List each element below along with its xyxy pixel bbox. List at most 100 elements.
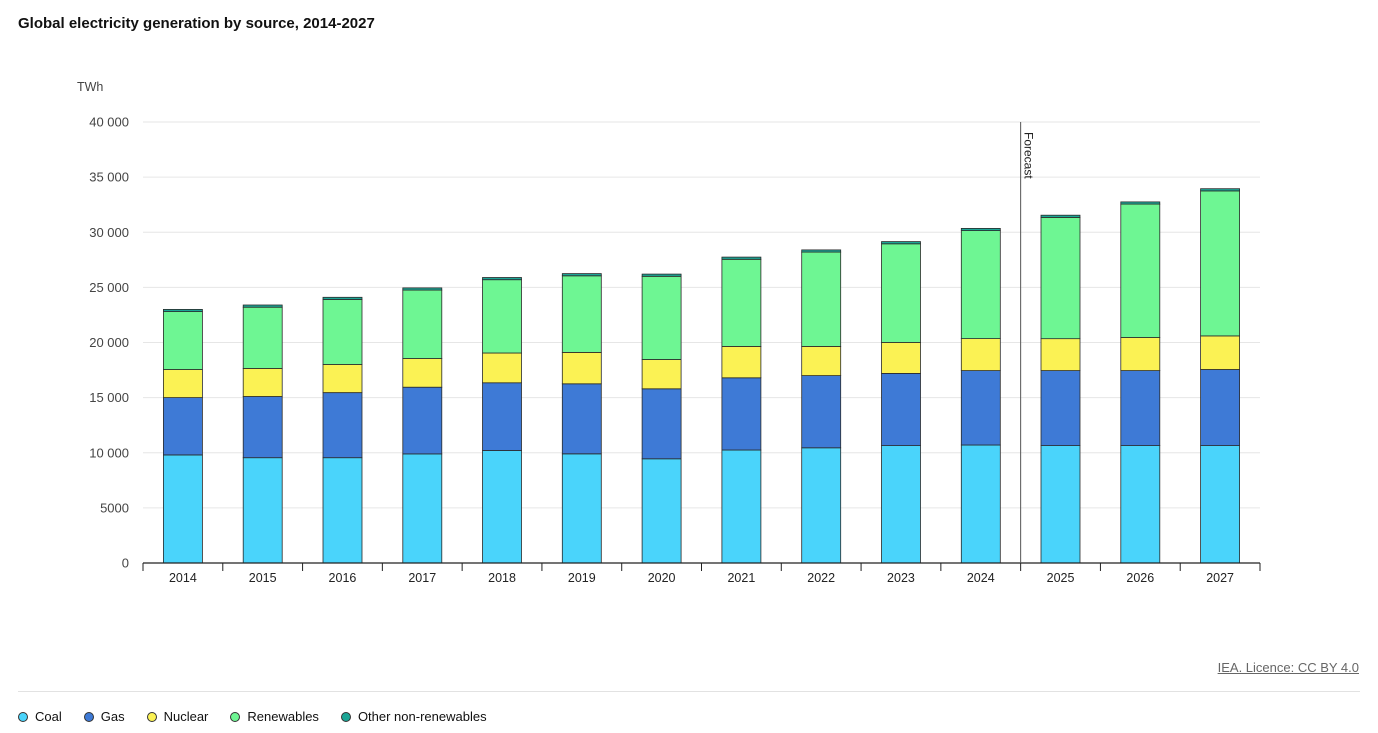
bar-group-2026 bbox=[1120, 201, 1161, 564]
bar-other-non-renewables-2015[interactable] bbox=[242, 304, 283, 308]
legend-label: Gas bbox=[100, 709, 125, 724]
y-tick-label: 5000 bbox=[100, 500, 129, 515]
bar-other-non-renewables-2017[interactable] bbox=[402, 287, 443, 291]
bar-nuclear-2025[interactable] bbox=[1040, 338, 1081, 372]
x-tick-label: 2016 bbox=[329, 571, 357, 585]
bar-gas-2023[interactable] bbox=[881, 372, 921, 446]
y-tick-label: 0 bbox=[122, 556, 129, 571]
bar-other-non-renewables-2016[interactable] bbox=[322, 296, 363, 300]
bar-group-2024 bbox=[960, 227, 1001, 564]
bar-coal-2019[interactable] bbox=[561, 453, 602, 564]
bar-coal-2015[interactable] bbox=[242, 457, 283, 564]
bar-gas-2027[interactable] bbox=[1200, 369, 1240, 446]
bar-nuclear-2022[interactable] bbox=[801, 345, 842, 376]
bar-coal-2027[interactable] bbox=[1200, 445, 1240, 564]
x-tick-label: 2024 bbox=[967, 571, 995, 585]
bar-nuclear-2014[interactable] bbox=[162, 369, 203, 399]
bar-nuclear-2024[interactable] bbox=[960, 338, 1001, 372]
bar-group-2015 bbox=[242, 304, 283, 564]
bar-gas-2021[interactable] bbox=[721, 377, 762, 451]
bar-group-2022 bbox=[801, 249, 842, 564]
bar-coal-2016[interactable] bbox=[322, 457, 363, 564]
bar-gas-2026[interactable] bbox=[1120, 370, 1161, 447]
bar-renewables-2027[interactable] bbox=[1200, 190, 1240, 337]
chart-title: Global electricity generation by source,… bbox=[18, 15, 375, 32]
legend-item-coal[interactable]: Coal bbox=[18, 709, 62, 724]
legend-swatch bbox=[18, 711, 28, 722]
bar-renewables-2026[interactable] bbox=[1120, 203, 1161, 338]
bar-coal-2017[interactable] bbox=[402, 453, 443, 564]
bar-nuclear-2016[interactable] bbox=[322, 364, 363, 394]
bar-gas-2014[interactable] bbox=[162, 397, 203, 456]
bar-other-non-renewables-2018[interactable] bbox=[482, 277, 522, 281]
bar-renewables-2020[interactable] bbox=[641, 275, 682, 360]
bar-renewables-2023[interactable] bbox=[881, 243, 921, 343]
bar-gas-2018[interactable] bbox=[482, 382, 522, 451]
bar-nuclear-2017[interactable] bbox=[402, 358, 443, 388]
bar-other-non-renewables-2026[interactable] bbox=[1120, 201, 1161, 205]
bar-renewables-2021[interactable] bbox=[721, 258, 762, 347]
bar-other-non-renewables-2025[interactable] bbox=[1040, 214, 1081, 218]
bar-nuclear-2027[interactable] bbox=[1200, 335, 1240, 370]
bar-gas-2020[interactable] bbox=[641, 388, 682, 460]
bar-nuclear-2018[interactable] bbox=[482, 352, 522, 384]
bar-renewables-2015[interactable] bbox=[242, 306, 283, 369]
bar-nuclear-2023[interactable] bbox=[881, 342, 921, 374]
x-tick-label: 2021 bbox=[727, 571, 755, 585]
bar-gas-2015[interactable] bbox=[242, 396, 283, 459]
bar-gas-2025[interactable] bbox=[1040, 370, 1081, 447]
licence-link[interactable]: IEA. Licence: CC BY 4.0 bbox=[1217, 660, 1359, 675]
bar-coal-2023[interactable] bbox=[881, 445, 921, 564]
bar-other-non-renewables-2024[interactable] bbox=[960, 227, 1001, 231]
forecast-label: Forecast bbox=[1022, 132, 1036, 179]
bar-renewables-2019[interactable] bbox=[561, 275, 602, 353]
legend-item-renewables[interactable]: Renewables bbox=[230, 709, 319, 724]
bar-renewables-2025[interactable] bbox=[1040, 216, 1081, 340]
bar-nuclear-2015[interactable] bbox=[242, 367, 283, 397]
bar-coal-2014[interactable] bbox=[162, 454, 203, 564]
bar-nuclear-2026[interactable] bbox=[1120, 337, 1161, 371]
bar-other-non-renewables-2019[interactable] bbox=[561, 273, 602, 277]
bar-gas-2016[interactable] bbox=[322, 392, 363, 459]
bar-coal-2024[interactable] bbox=[960, 444, 1001, 564]
bar-group-2019 bbox=[561, 273, 602, 564]
bar-renewables-2017[interactable] bbox=[402, 289, 443, 359]
x-tick-label: 2023 bbox=[887, 571, 915, 585]
bar-nuclear-2020[interactable] bbox=[641, 359, 682, 390]
x-tick-label: 2025 bbox=[1047, 571, 1075, 585]
bar-other-non-renewables-2027[interactable] bbox=[1200, 188, 1240, 192]
legend-item-gas[interactable]: Gas bbox=[83, 709, 125, 724]
bar-nuclear-2019[interactable] bbox=[561, 351, 602, 385]
bar-gas-2019[interactable] bbox=[561, 383, 602, 455]
bar-coal-2022[interactable] bbox=[801, 447, 842, 564]
y-tick-label: 25 000 bbox=[89, 280, 129, 295]
bar-nuclear-2021[interactable] bbox=[721, 345, 762, 379]
bar-other-non-renewables-2022[interactable] bbox=[801, 249, 842, 253]
bar-coal-2020[interactable] bbox=[641, 458, 682, 564]
legend-swatch bbox=[340, 711, 351, 722]
bar-gas-2022[interactable] bbox=[801, 375, 842, 449]
bar-renewables-2018[interactable] bbox=[482, 279, 522, 354]
bar-other-non-renewables-2014[interactable] bbox=[162, 308, 203, 312]
bar-renewables-2016[interactable] bbox=[322, 299, 363, 365]
y-tick-label: 15 000 bbox=[89, 390, 129, 405]
legend-swatch bbox=[146, 711, 157, 722]
divider bbox=[18, 691, 1360, 692]
bar-coal-2026[interactable] bbox=[1120, 445, 1161, 564]
bar-renewables-2024[interactable] bbox=[960, 230, 1001, 340]
bar-gas-2024[interactable] bbox=[960, 370, 1001, 446]
bar-group-2017 bbox=[402, 287, 443, 564]
bar-other-non-renewables-2021[interactable] bbox=[721, 256, 762, 260]
bar-other-non-renewables-2023[interactable] bbox=[881, 241, 921, 245]
bar-coal-2021[interactable] bbox=[721, 449, 762, 564]
bar-other-non-renewables-2020[interactable] bbox=[641, 273, 682, 277]
bar-gas-2017[interactable] bbox=[402, 386, 443, 455]
x-tick-label: 2020 bbox=[648, 571, 676, 585]
bar-renewables-2014[interactable] bbox=[162, 311, 203, 370]
bar-coal-2018[interactable] bbox=[482, 450, 522, 564]
legend-item-nuclear[interactable]: Nuclear bbox=[146, 709, 208, 724]
legend-item-other-non-renewables[interactable]: Other non-renewables bbox=[340, 709, 487, 724]
bar-renewables-2022[interactable] bbox=[801, 251, 842, 347]
bar-coal-2025[interactable] bbox=[1040, 445, 1081, 564]
y-tick-label: 35 000 bbox=[89, 170, 129, 185]
